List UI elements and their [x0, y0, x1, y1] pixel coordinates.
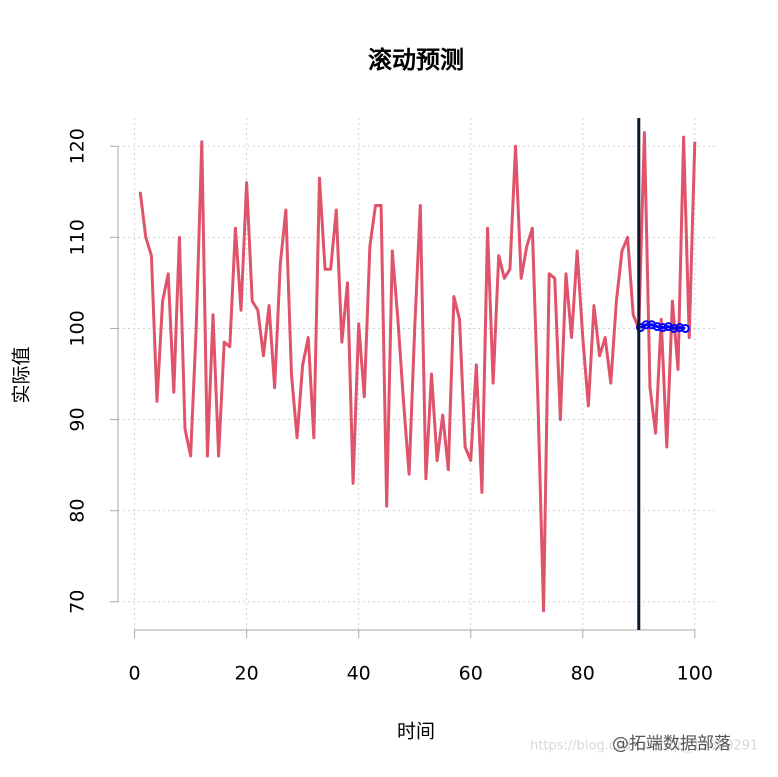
x-tick-label: 60 [459, 663, 483, 685]
x-tick-label: 100 [677, 663, 713, 685]
point [658, 323, 668, 333]
y-tick-label: 110 [67, 219, 89, 255]
x-tick-label: 20 [235, 663, 259, 685]
y-axis-label: 实际值 [11, 346, 33, 403]
y-tick-label: 120 [67, 128, 89, 164]
x-tick-label: 0 [129, 663, 141, 685]
y-tick-label: 90 [67, 407, 89, 431]
point [641, 320, 651, 330]
point [680, 323, 690, 333]
y-tick-label: 80 [67, 499, 89, 523]
watermark: @拓端数据部落 [612, 734, 731, 754]
point [652, 322, 662, 332]
x-tick-label: 40 [347, 663, 371, 685]
watermark: https://blog.csdn.net/qq_19600291 [530, 739, 758, 754]
x-tick-label: 80 [571, 663, 595, 685]
x-axis-label: 时间 [397, 721, 435, 743]
point [675, 323, 685, 333]
point [669, 323, 679, 333]
chart-title: 滚动预测 [368, 46, 464, 74]
y-tick-label: 100 [67, 310, 89, 346]
y-tick-label: 70 [67, 590, 89, 614]
series-line [138, 131, 697, 613]
